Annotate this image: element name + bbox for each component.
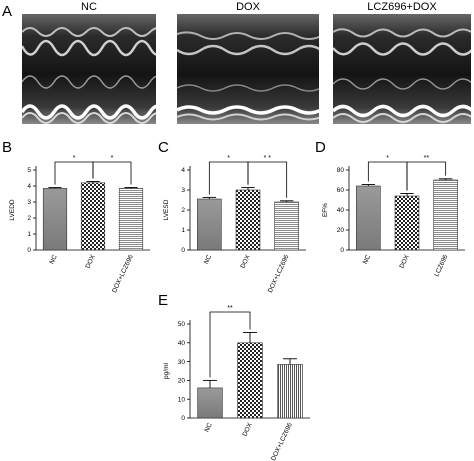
category-label: DOX: [399, 253, 412, 269]
bar: [80, 182, 106, 251]
y-tick-label: 3: [27, 199, 31, 206]
significance-bracket: [208, 161, 249, 195]
y-tick-label: 20: [337, 227, 345, 234]
chart-lvedd: 0 1 2 3 4 5 LVEDD NC DOX DOX+LCZ696 * *: [9, 155, 150, 294]
bar: [118, 188, 144, 251]
category-label: DOX: [242, 421, 255, 437]
category-label: DOX: [85, 253, 98, 269]
significance-label: *: [227, 155, 230, 162]
y-tick-label: 50: [178, 321, 186, 328]
echo-title-dox: DOX: [236, 1, 260, 13]
significance-bracket: [247, 161, 288, 198]
significance-label: *: [73, 155, 76, 162]
significance-label: * *: [264, 155, 272, 162]
echo-image-dox: [177, 14, 319, 124]
bar: [277, 364, 303, 419]
category-label: DOX+LCZ696: [267, 254, 291, 294]
y-tick-label: 0: [181, 415, 185, 422]
significance-bracket: [92, 161, 132, 185]
y-tick-label: 40: [337, 207, 345, 214]
significance-label: *: [386, 155, 389, 162]
echo-title-nc: NC: [81, 1, 97, 13]
y-tick-label: 60: [337, 187, 345, 194]
y-tick-label: 4: [181, 167, 185, 174]
panel-letter-d: D: [315, 139, 326, 156]
echo-image-nc: [22, 14, 156, 124]
y-tick-label: 4: [27, 183, 31, 190]
y-axis-label: pg/ml: [163, 363, 170, 379]
significance-label: *: [111, 155, 114, 162]
significance-label: **: [227, 305, 233, 312]
y-tick-label: 40: [178, 340, 186, 347]
panel-letter-a: A: [2, 3, 13, 20]
y-axis-label: LVEDD: [9, 199, 16, 220]
significance-bracket: [406, 161, 447, 191]
echo-image-lcz696-dox: [333, 14, 471, 124]
y-axis-label: LVESD: [163, 199, 170, 220]
panel-letter-c: C: [158, 139, 169, 156]
y-tick-label: 20: [178, 378, 186, 385]
bar: [42, 188, 68, 251]
category-label: DOX+LCZ696: [111, 254, 135, 294]
bar: [433, 179, 458, 251]
y-tick-label: 10: [178, 396, 186, 403]
y-tick-label: 0: [181, 247, 185, 254]
category-label: NC: [203, 254, 213, 266]
y-tick-label: 1: [181, 227, 185, 234]
y-tick-label: 0: [27, 247, 31, 254]
category-label: NC: [48, 254, 58, 266]
significance-bracket: [209, 311, 251, 378]
category-label: NC: [362, 254, 372, 266]
y-axis-label: EF%: [322, 203, 329, 217]
y-tick-label: 1: [27, 231, 31, 238]
y-tick-label: 2: [27, 215, 31, 222]
bar: [356, 185, 381, 251]
category-label: LCZ696: [433, 254, 449, 278]
y-tick-label: 30: [178, 359, 186, 366]
bar: [394, 195, 420, 251]
panel-letter-b: B: [2, 139, 13, 156]
bar: [197, 387, 223, 419]
y-tick-label: 5: [27, 167, 31, 174]
bar: [274, 201, 299, 251]
y-tick-label: 3: [181, 187, 185, 194]
category-label: NC: [203, 422, 213, 434]
echo-title-lcz696-dox: LCZ696+DOX: [367, 1, 437, 13]
y-tick-label: 0: [340, 247, 344, 254]
chart-lvesd: 0 1 2 3 4 LVESD NC DOX DOX+LCZ696 * * *: [163, 155, 306, 294]
chart-pgml: 0 10 20 30 40 50 pg/ml NC DOX DOX+LCZ696 **: [163, 305, 310, 461]
y-tick-label: 2: [181, 207, 185, 214]
bar: [197, 198, 222, 251]
y-tick-label: 80: [337, 167, 345, 174]
category-label: DOX: [240, 253, 253, 269]
significance-label: **: [424, 155, 430, 162]
category-label: DOX+LCZ696: [270, 422, 294, 461]
bar: [237, 342, 263, 419]
bar: [235, 189, 261, 251]
panel-letter-e: E: [158, 292, 169, 309]
